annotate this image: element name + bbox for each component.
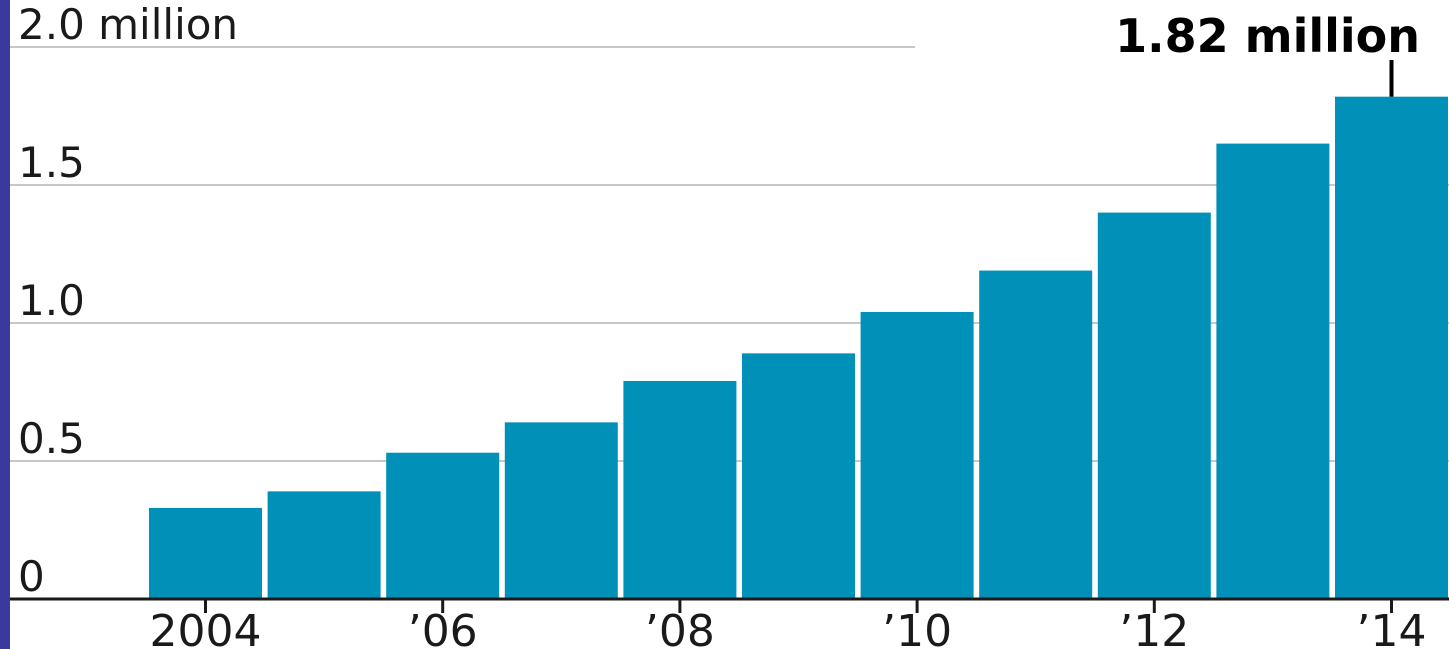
bar-2010 [860, 311, 974, 599]
x-tick-label: ’12 [1119, 606, 1189, 649]
x-tick-label: ’10 [882, 606, 952, 649]
x-tick-label: ’06 [408, 606, 478, 649]
y-tick-label: 0 [18, 552, 45, 601]
bar-2007 [504, 422, 618, 599]
y-tick-label: 1.0 [18, 276, 85, 325]
y-tick-label: 1.5 [18, 138, 85, 187]
bar-2006 [386, 452, 500, 599]
y-tick-label: 0.5 [18, 414, 85, 463]
bar-2012 [1097, 212, 1211, 599]
bar-2004 [149, 507, 262, 599]
x-tick-label: 2004 [150, 606, 262, 649]
bar-2011 [979, 270, 1093, 599]
annotation-label: 1.82 million [1115, 9, 1420, 63]
chart-frame: 0 0.5 1.0 1.5 2.0 million 2004 ’06 ’08 ’10 ’12 ’14… [10, 0, 1449, 649]
bar-2013 [1216, 143, 1330, 599]
bar-2009 [742, 353, 855, 599]
bar-2005 [267, 491, 381, 599]
y-tick-label: 2.0 million [18, 0, 238, 49]
bar-2008 [623, 380, 737, 599]
bar-2014 [1335, 96, 1448, 600]
bar-chart: 0 0.5 1.0 1.5 2.0 million 2004 ’06 ’08 ’10 ’12 ’14… [10, 0, 1449, 649]
x-tick-label: ’08 [645, 606, 715, 649]
x-tick-label: ’14 [1357, 606, 1427, 649]
